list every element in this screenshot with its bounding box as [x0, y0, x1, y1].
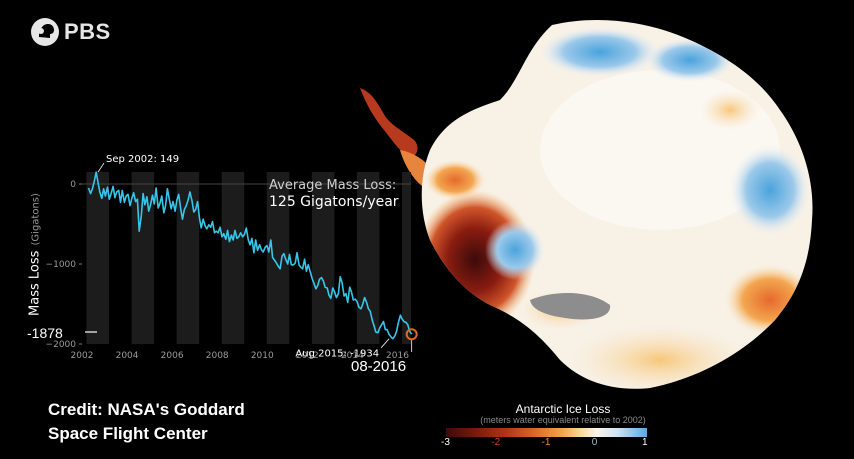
map-legend-tick: 1: [642, 437, 648, 448]
x-tick-label: 2010: [251, 351, 274, 361]
y-tick-label: 0: [70, 180, 76, 190]
map-legend-colorbar: [446, 428, 647, 437]
average-label: Average Mass Loss:: [269, 178, 397, 193]
annotations: Sep 2002: 149 Aug 2015: -1934: [85, 154, 418, 360]
map-legend-tick: 0: [591, 437, 598, 448]
trough-leader: [380, 338, 390, 348]
ross-sea-shelf: [530, 293, 611, 320]
antarctic-peninsula: [360, 88, 418, 158]
map-legend-tick: -1: [541, 437, 551, 448]
y-tick-label: −1000: [46, 260, 77, 270]
year-band: [221, 172, 245, 344]
y-axis-unit: (Gigatons): [30, 193, 42, 246]
credit-line-1: Credit: NASA's Goddard: [48, 400, 245, 419]
mass-loss-chart: 0 −1000 −2000 2002 2004 2006 2008 2010 2012 2014…: [46, 154, 418, 361]
y-axis-label: Mass Loss (Gigatons): [24, 180, 43, 330]
x-tick-label: 2012: [296, 351, 319, 361]
map-legend-subtitle: (meters water equivalent relative to 200…: [480, 415, 646, 425]
x-tick-label: 2016: [386, 351, 409, 361]
peak-annotation: Sep 2002: 149: [106, 154, 179, 165]
credit-line-2: Space Flight Center: [48, 424, 208, 443]
peak-leader: [97, 162, 105, 173]
current-marker: [405, 328, 418, 341]
y-ticks: 0 −1000 −2000: [46, 180, 82, 350]
pbs-logo: PBS: [30, 17, 111, 47]
current-value-label: -1878: [27, 325, 63, 341]
x-ticks: 2002 2004 2006 2008 2010 2012 2014 2016: [71, 351, 410, 361]
x-tick-label: 2006: [161, 351, 184, 361]
current-date-label: 08-2016: [351, 358, 407, 375]
year-band: [131, 172, 155, 344]
y-axis-title: Mass Loss: [27, 250, 43, 316]
map-legend-tick: -3: [441, 437, 450, 448]
year-band: [86, 172, 110, 344]
year-bands: [86, 172, 411, 344]
average-mass-loss: Average Mass Loss: 125 Gigatons/year: [269, 178, 399, 210]
average-value: 125 Gigatons/year: [269, 194, 399, 210]
x-tick-label: 2002: [71, 351, 94, 361]
series-line-mass-loss: [87, 171, 413, 340]
pbs-head-icon: [31, 18, 59, 46]
x-tick-label: 2008: [206, 351, 229, 361]
x-tick-label: 2014: [341, 351, 364, 361]
trough-annotation: Aug 2015: -1934: [295, 349, 379, 360]
map-legend-tick: -2: [491, 437, 501, 448]
pbs-logo-text: PBS: [64, 19, 111, 44]
year-band: [311, 172, 335, 344]
y-tick-label: −2000: [46, 340, 77, 350]
antarctica-map: [360, 19, 813, 389]
credit-text: Credit: NASA's Goddard Space Flight Cent…: [48, 398, 245, 446]
map-legend-title: Antarctic Ice Loss: [515, 402, 611, 416]
year-band: [356, 172, 380, 344]
x-tick-label: 2004: [116, 351, 139, 361]
year-band: [266, 172, 290, 344]
year-band: [401, 172, 411, 344]
